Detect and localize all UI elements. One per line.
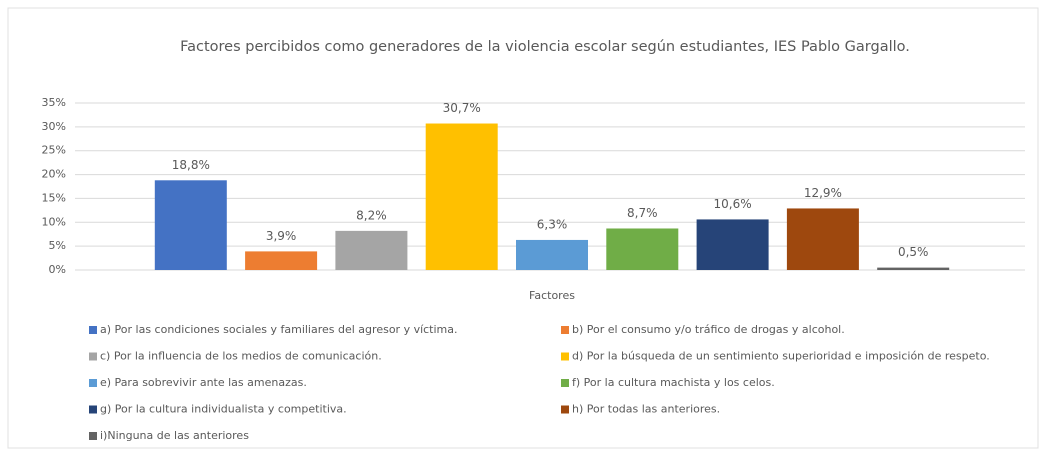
x-axis-label: Factores xyxy=(529,289,575,302)
data-label: 18,8% xyxy=(172,158,210,172)
bar xyxy=(245,251,318,270)
y-tick-label: 25% xyxy=(42,144,66,157)
bar xyxy=(154,180,227,270)
data-label: 12,9% xyxy=(804,186,842,200)
legend-swatch xyxy=(89,379,97,387)
legend-label: d) Por la búsqueda de un sentimiento sup… xyxy=(572,350,990,363)
legend-label: b) Por el consumo y/o tráfico de drogas … xyxy=(572,323,845,336)
legend-label: f) Por la cultura machista y los celos. xyxy=(572,376,775,389)
y-tick-label: 30% xyxy=(42,120,66,133)
bar xyxy=(606,228,679,270)
legend-label: c) Por la influencia de los medios de co… xyxy=(100,350,382,363)
legend-swatch xyxy=(89,405,97,414)
legend-label: i)Ninguna de las anteriores xyxy=(100,429,249,442)
bar xyxy=(516,239,588,270)
data-label: 0,5% xyxy=(898,245,929,259)
y-tick-label: 5% xyxy=(49,239,66,252)
legend-swatch xyxy=(561,379,569,387)
legend-label: h) Por todas las anteriores. xyxy=(572,403,720,416)
y-tick-label: 10% xyxy=(42,215,66,228)
legend-swatch xyxy=(89,326,97,334)
data-label: 8,2% xyxy=(356,208,387,222)
legend-swatch xyxy=(89,432,97,440)
y-tick-label: 0% xyxy=(49,263,66,276)
bar xyxy=(335,230,408,270)
bar xyxy=(425,123,498,270)
data-label: 3,9% xyxy=(266,229,297,243)
y-tick-label: 15% xyxy=(42,191,66,204)
legend-swatch xyxy=(89,352,97,361)
data-label: 10,6% xyxy=(714,197,752,211)
legend-swatch xyxy=(561,405,569,414)
bar xyxy=(877,267,950,270)
legend-label: a) Por las condiciones sociales y famili… xyxy=(100,323,458,336)
chart-title: Factores percibidos como generadores de … xyxy=(180,39,910,55)
bar xyxy=(696,219,769,270)
data-label: 6,3% xyxy=(537,217,568,231)
legend-label: e) Para sobrevivir ante las amenazas. xyxy=(100,376,307,389)
y-tick-label: 35% xyxy=(42,96,66,109)
data-label: 30,7% xyxy=(443,101,481,115)
legend-swatch xyxy=(561,326,569,334)
data-label: 8,7% xyxy=(627,206,658,220)
y-tick-label: 20% xyxy=(42,168,66,181)
legend-swatch xyxy=(561,352,569,361)
bar xyxy=(786,208,859,270)
legend-label: g) Por la cultura individualista y compe… xyxy=(100,403,347,416)
